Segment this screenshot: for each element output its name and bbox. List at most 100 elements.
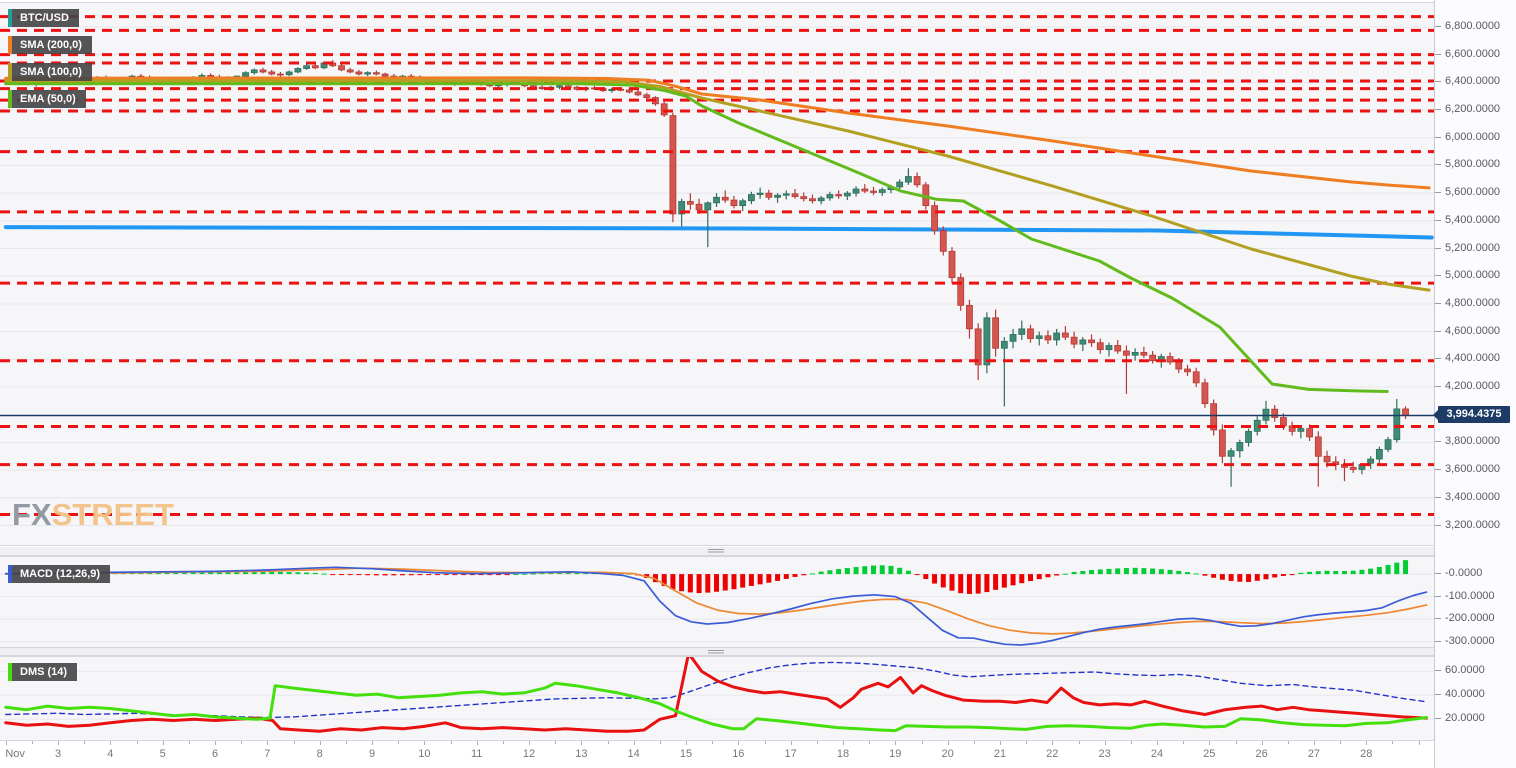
axis-tick-label: 4,400.0000 <box>1445 352 1501 365</box>
time-axis-tick <box>790 741 792 745</box>
time-axis-tick <box>1287 741 1289 744</box>
macd-histogram-bar <box>914 574 920 576</box>
candle-body <box>1035 335 1043 339</box>
macd-histogram-bar <box>809 573 815 575</box>
axis-tick <box>1435 109 1441 111</box>
macd-histogram-bar <box>557 572 563 575</box>
candle-body <box>1349 466 1357 470</box>
candle-body <box>1096 342 1104 351</box>
axis-tick <box>1435 358 1441 360</box>
macd-histogram-bar <box>391 574 397 576</box>
value-axis[interactable]: 3,994.4375 6,800.0000 6,600.0000 6,400.000… <box>1433 0 1516 768</box>
macd-histogram-bar <box>1307 571 1313 575</box>
dms-label: DMS (14) <box>20 666 68 678</box>
time-axis-label: 9 <box>368 748 376 760</box>
time-axis-tick <box>1235 741 1237 744</box>
axis-tick-label: -0.0000 <box>1445 567 1483 580</box>
time-axis-label: 14 <box>627 748 640 760</box>
macd-histogram-bar <box>330 574 336 576</box>
legend-chip-sma200[interactable]: SMA (200,0) <box>8 36 92 54</box>
macd-histogram-bar <box>1219 574 1225 580</box>
candle-body <box>1218 429 1226 457</box>
price-plot[interactable] <box>0 3 1434 547</box>
time-axis[interactable]: Nov 3 4 5 6 7 8 9 10 11 12 13 14 15 16 17 18 19 20 21 22 23 24… <box>0 741 1516 768</box>
macd-histogram-bar <box>251 572 257 575</box>
legend-chip-sma100[interactable]: SMA (100,0) <box>8 63 92 81</box>
dms-panel[interactable]: DMS (14) <box>0 656 1434 741</box>
candle-body <box>1175 361 1183 370</box>
time-axis-tick <box>31 741 33 744</box>
legend-chip-ema50[interactable]: EMA (50,0) <box>8 90 86 108</box>
axis-tick <box>1435 275 1441 277</box>
macd-histogram-bar <box>1150 568 1156 575</box>
candle-body <box>1114 345 1122 352</box>
time-axis-tick <box>607 741 609 744</box>
time-axis-tick <box>1183 741 1185 744</box>
macd-histogram-bar <box>993 574 999 590</box>
macd-histogram-bar <box>347 574 353 576</box>
candle-body <box>242 72 249 77</box>
macd-histogram-bar <box>1272 574 1278 578</box>
price-panel[interactable]: BTC/USD SMA (200,0) SMA (100,0) EMA (50,… <box>0 2 1434 546</box>
axis-tick-label: -100.0000 <box>1445 589 1495 602</box>
candle-body <box>1149 354 1156 362</box>
dms-plot[interactable] <box>0 657 1434 742</box>
axis-tick-label: -300.0000 <box>1445 634 1495 647</box>
macd-histogram-bar <box>1403 560 1409 575</box>
candle-body <box>1123 350 1130 356</box>
panel-separator-1[interactable] <box>0 547 1516 556</box>
axis-tick <box>1435 595 1441 597</box>
macd-histogram-bar <box>434 574 440 576</box>
time-axis-tick <box>764 741 766 744</box>
axis-tick <box>1435 302 1441 304</box>
legend-chip-macd[interactable]: MACD (12,26,9) <box>8 565 111 583</box>
legend-chip-dms[interactable]: DMS (14) <box>8 663 78 681</box>
candle-body <box>1323 455 1331 463</box>
time-axis-label: 19 <box>889 748 902 760</box>
axis-tick-label: 3,200.0000 <box>1445 518 1501 531</box>
candle-body <box>381 73 389 77</box>
time-axis-tick <box>1340 741 1342 744</box>
drag-grip-icon[interactable] <box>708 650 724 655</box>
macd-plot[interactable] <box>0 557 1434 649</box>
macd-histogram-bar <box>1036 574 1042 580</box>
macd-histogram-bar <box>1359 569 1365 575</box>
candle-body <box>1131 352 1139 356</box>
macd-histogram-bar <box>1341 571 1347 575</box>
macd-panel[interactable]: MACD (12,26,9) <box>0 556 1434 648</box>
time-axis-tick <box>215 741 216 745</box>
axis-tick-label: 60.0000 <box>1445 664 1485 677</box>
macd-histogram-bar <box>818 571 824 575</box>
candle-body <box>721 196 729 201</box>
candle-body <box>294 68 302 73</box>
time-axis-tick <box>738 741 740 745</box>
axis-tick <box>1435 718 1441 720</box>
macd-histogram-bar <box>443 574 449 576</box>
macd-histogram-bar <box>1054 574 1060 576</box>
candle-body <box>372 72 380 75</box>
candle-body <box>730 199 738 207</box>
candle-body <box>285 71 293 76</box>
axis-tick <box>1435 53 1441 55</box>
symbol-label: BTC/USD <box>20 12 69 24</box>
macd-histogram-bar <box>513 574 519 576</box>
time-axis-tick <box>1392 741 1394 744</box>
macd-histogram-bar <box>1080 570 1086 575</box>
legend-chip-symbol[interactable]: BTC/USD <box>8 9 79 27</box>
adx-line <box>4 661 1428 719</box>
macd-histogram-bar <box>321 573 327 575</box>
macd-histogram-bar <box>338 574 344 576</box>
drag-grip-icon[interactable] <box>708 549 724 554</box>
panel-separator-2[interactable] <box>0 648 1516 656</box>
time-axis-tick <box>947 741 949 745</box>
time-axis-tick <box>895 741 897 745</box>
watermark-fx: FX <box>12 497 52 532</box>
macd-histogram-bar <box>958 574 964 594</box>
time-axis-tick <box>921 741 923 744</box>
macd-histogram-bar <box>539 573 545 575</box>
macd-histogram-bar <box>1246 574 1252 582</box>
macd-histogram-bar <box>417 574 423 576</box>
macd-histogram-bar <box>1001 574 1007 588</box>
macd-histogram-bar <box>1368 568 1374 575</box>
macd-histogram-bar <box>373 574 379 576</box>
